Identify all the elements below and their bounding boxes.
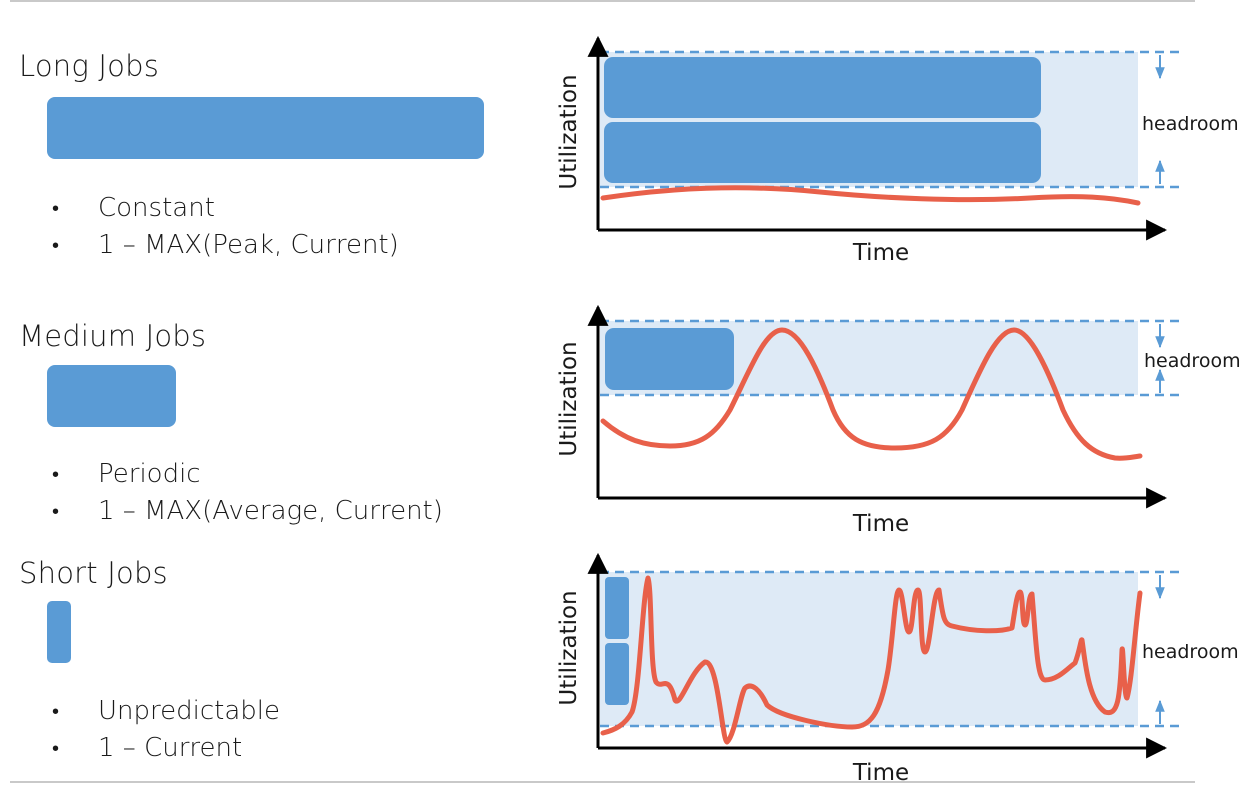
bullet-dot: • bbox=[52, 196, 60, 220]
headroom-label: headroom bbox=[1144, 350, 1241, 372]
job-block bbox=[605, 577, 629, 639]
medium-job-block bbox=[47, 365, 176, 427]
long-job-block bbox=[47, 97, 484, 159]
bullet-text: 1 – Current bbox=[98, 733, 243, 763]
bullet-text: 1 – MAX(Average, Current) bbox=[98, 496, 443, 526]
section-title-long-jobs: Long Jobs bbox=[19, 49, 160, 83]
bullet-item: • 1 – Current bbox=[52, 730, 280, 767]
job-block bbox=[605, 643, 629, 705]
utilization-curve bbox=[600, 185, 1141, 206]
bullet-dot: • bbox=[52, 736, 60, 760]
long-jobs-chart: headroom Utilization Time bbox=[556, 35, 1239, 266]
bullet-dot: • bbox=[52, 462, 60, 486]
headroom-label: headroom bbox=[1142, 113, 1239, 135]
bullet-text: Constant bbox=[98, 193, 215, 223]
section-title-medium-jobs: Medium Jobs bbox=[19, 319, 207, 353]
bullet-item: • Periodic bbox=[52, 456, 443, 493]
bullet-dot: • bbox=[52, 233, 60, 257]
y-axis-label: Utilization bbox=[556, 74, 582, 189]
bullet-item: • 1 – MAX(Average, Current) bbox=[52, 493, 443, 530]
headroom-label: headroom bbox=[1142, 641, 1239, 663]
bullet-item: • Unpredictable bbox=[52, 693, 280, 730]
utilization-curve bbox=[600, 327, 1143, 461]
job-block bbox=[604, 122, 1041, 183]
utilization-curve bbox=[600, 575, 1143, 745]
bullet-text: Unpredictable bbox=[98, 696, 280, 726]
x-axis-label: Time bbox=[852, 760, 909, 785]
medium-jobs-bullet-list: • Periodic • 1 – MAX(Average, Current) bbox=[52, 456, 443, 530]
medium-jobs-chart: headroom Utilization Time bbox=[556, 304, 1241, 537]
x-axis-label: Time bbox=[852, 240, 909, 266]
bottom-divider bbox=[10, 781, 1195, 783]
section-title-short-jobs: Short Jobs bbox=[19, 556, 168, 590]
job-block bbox=[604, 57, 1041, 118]
bullet-text: 1 – MAX(Peak, Current) bbox=[98, 230, 399, 260]
x-axis-label: Time bbox=[852, 511, 909, 537]
bullet-item: • Constant bbox=[52, 190, 399, 227]
y-axis-label: Utilization bbox=[556, 341, 582, 456]
bullet-dot: • bbox=[52, 699, 60, 723]
top-divider bbox=[10, 0, 1195, 2]
long-jobs-bullet-list: • Constant • 1 – MAX(Peak, Current) bbox=[52, 190, 399, 264]
short-job-block bbox=[47, 601, 71, 663]
bullet-dot: • bbox=[52, 499, 60, 523]
y-axis-label: Utilization bbox=[556, 590, 582, 705]
headroom-band bbox=[600, 572, 1138, 726]
short-jobs-chart: headroom Utilization Time bbox=[556, 552, 1239, 785]
bullet-item: • 1 – MAX(Peak, Current) bbox=[52, 227, 399, 264]
job-block bbox=[605, 328, 734, 390]
bullet-text: Periodic bbox=[98, 459, 201, 489]
short-jobs-bullet-list: • Unpredictable • 1 – Current bbox=[52, 693, 280, 767]
